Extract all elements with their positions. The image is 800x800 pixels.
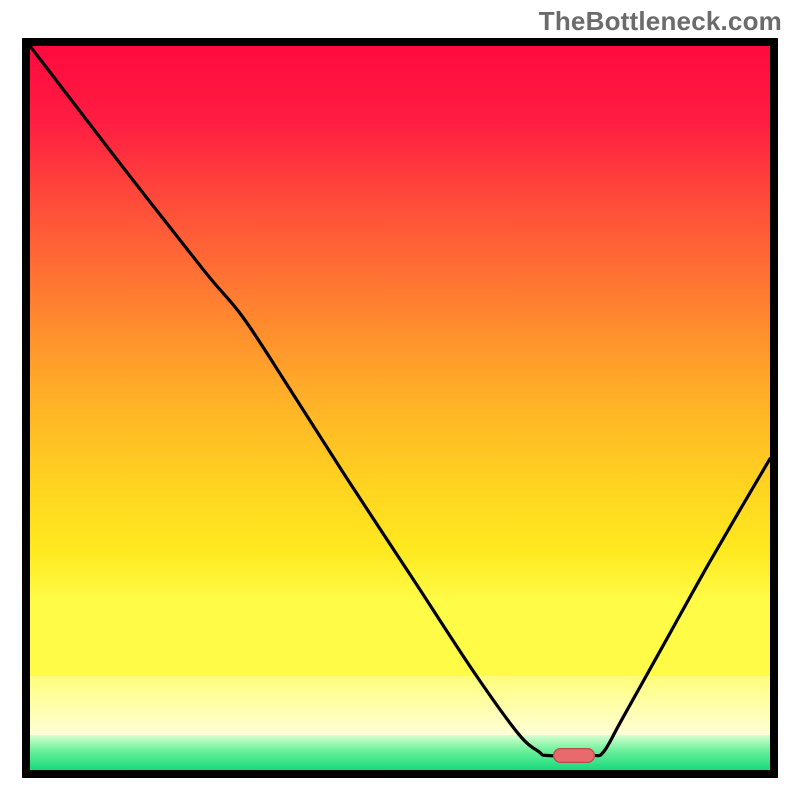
chart-frame xyxy=(22,38,778,778)
chart-container: TheBottleneck.com xyxy=(0,0,800,800)
